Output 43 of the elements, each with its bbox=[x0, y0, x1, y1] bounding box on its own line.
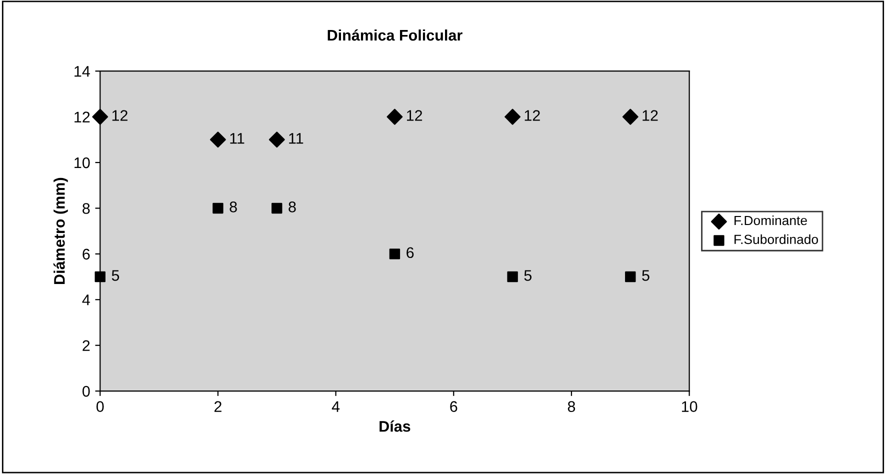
x-tick-label: 2 bbox=[214, 401, 222, 412]
point bbox=[507, 271, 518, 282]
data-label: 12 bbox=[112, 110, 128, 121]
point bbox=[386, 108, 403, 125]
point bbox=[622, 108, 638, 125]
y-tick-label: 2 bbox=[82, 340, 90, 351]
x-tick-label: 10 bbox=[682, 401, 698, 412]
y-tick-label: 6 bbox=[82, 248, 90, 260]
legend-label: F.Subordinado bbox=[734, 234, 818, 244]
data-label: 11 bbox=[289, 133, 304, 144]
x-tick-label: 0 bbox=[96, 401, 104, 412]
x-tick-label: 6 bbox=[450, 401, 458, 412]
data-label: 5 bbox=[112, 270, 120, 281]
legend-label: F.Dominante bbox=[734, 215, 807, 226]
point bbox=[268, 132, 285, 148]
data-label: 6 bbox=[406, 247, 414, 258]
data-label: 12 bbox=[524, 110, 540, 121]
data-label: 5 bbox=[642, 270, 650, 281]
data-label: 12 bbox=[642, 110, 658, 121]
point bbox=[94, 271, 106, 282]
data-label: 12 bbox=[406, 110, 422, 121]
y-tick-label: 0 bbox=[82, 386, 90, 397]
y-tick-label: 10 bbox=[74, 157, 90, 168]
x-axis-title: Días bbox=[380, 420, 410, 432]
chart-title: Dinámica Folicular bbox=[328, 29, 462, 41]
point bbox=[210, 132, 226, 148]
point bbox=[389, 248, 400, 260]
y-tick-label: 12 bbox=[74, 112, 90, 122]
y-tick-label: 8 bbox=[82, 203, 90, 214]
point bbox=[212, 202, 224, 214]
point bbox=[92, 108, 108, 125]
x-tick-label: 8 bbox=[568, 401, 576, 412]
y-axis-title: Diámetro (mm) bbox=[53, 178, 68, 284]
point bbox=[272, 202, 282, 214]
data-label: 8 bbox=[230, 202, 237, 212]
data-label: 8 bbox=[288, 202, 296, 212]
y-tick-label: 4 bbox=[82, 294, 90, 306]
data-label: 5 bbox=[524, 270, 532, 281]
point bbox=[504, 108, 521, 125]
y-tick-label: 14 bbox=[74, 66, 90, 77]
point bbox=[625, 271, 636, 282]
x-tick-label: 4 bbox=[332, 401, 340, 412]
data-label: 11 bbox=[230, 133, 244, 144]
